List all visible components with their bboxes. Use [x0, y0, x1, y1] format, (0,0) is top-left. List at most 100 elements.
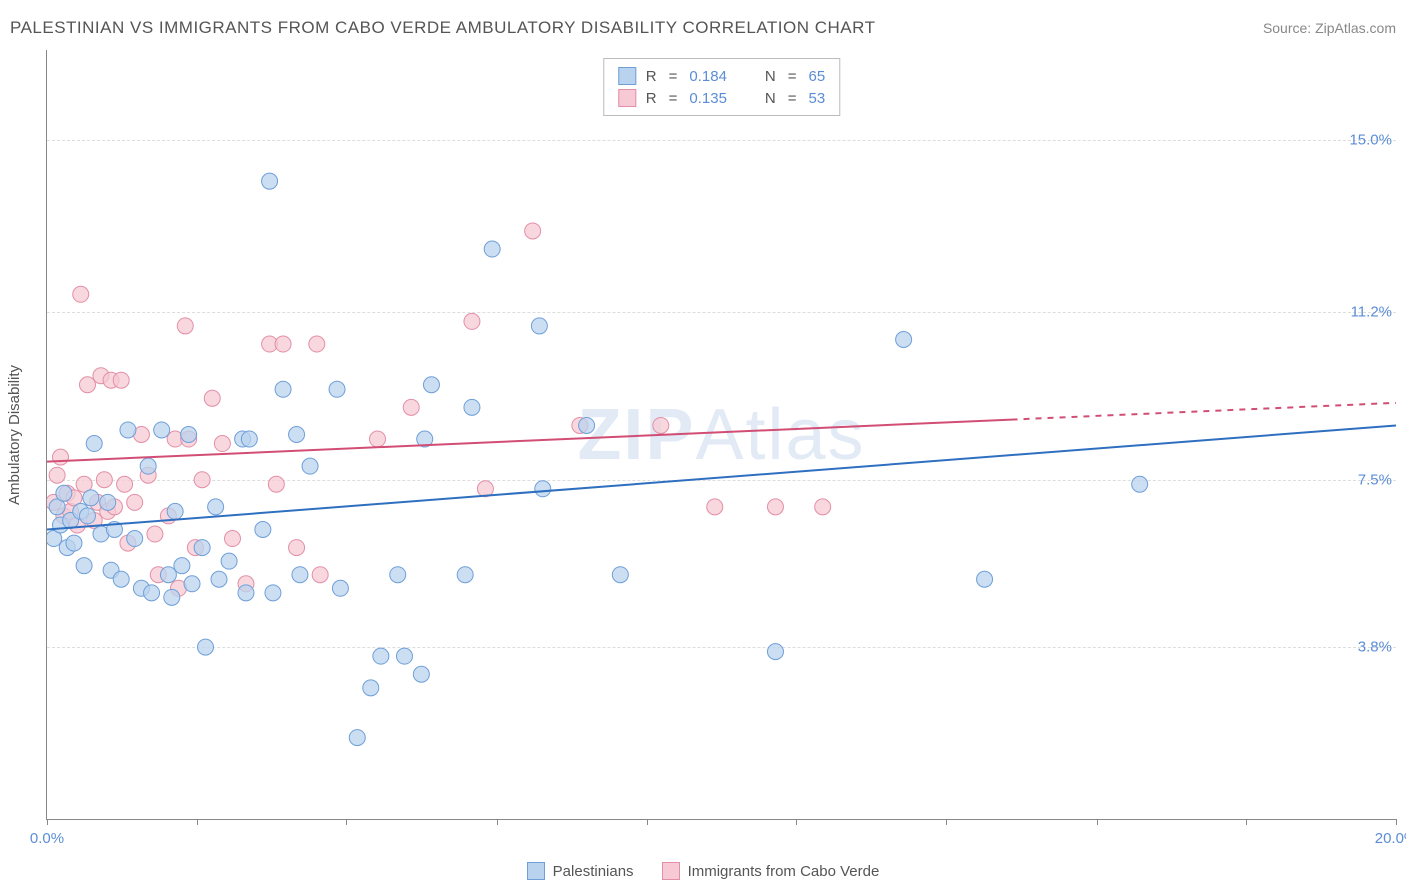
data-point: [977, 571, 993, 587]
title-bar: PALESTINIAN VS IMMIGRANTS FROM CABO VERD…: [10, 18, 1396, 38]
data-point: [120, 422, 136, 438]
x-axis-min-label: 0.0%: [30, 830, 64, 847]
data-point: [164, 589, 180, 605]
data-point: [167, 503, 183, 519]
x-tick: [796, 819, 797, 825]
data-point: [265, 585, 281, 601]
r-value-a: 0.184: [689, 68, 727, 85]
swatch-caboverde-icon: [662, 862, 680, 880]
data-point: [56, 485, 72, 501]
data-point: [211, 571, 227, 587]
n-value-b: 53: [809, 90, 826, 107]
data-point: [96, 472, 112, 488]
data-point: [204, 390, 220, 406]
data-point: [767, 644, 783, 660]
data-point: [194, 472, 210, 488]
data-point: [275, 381, 291, 397]
equals-sign: =: [669, 90, 678, 107]
data-point: [332, 580, 348, 596]
data-point: [238, 585, 254, 601]
data-point: [329, 381, 345, 397]
legend-item-palestinians: Palestinians: [527, 862, 634, 880]
data-point: [174, 558, 190, 574]
data-point: [289, 540, 305, 556]
data-point: [275, 336, 291, 352]
data-point: [464, 313, 480, 329]
n-value-a: 65: [809, 68, 826, 85]
data-point: [160, 567, 176, 583]
plot-area: ZIPAtlas R = 0.184 N = 65 R =: [46, 50, 1396, 820]
legend-label-a: Palestinians: [553, 863, 634, 880]
data-point: [113, 372, 129, 388]
data-point: [127, 531, 143, 547]
data-point: [289, 427, 305, 443]
data-point: [312, 567, 328, 583]
data-point: [127, 494, 143, 510]
data-point: [194, 540, 210, 556]
x-tick: [346, 819, 347, 825]
data-point: [349, 730, 365, 746]
data-point: [390, 567, 406, 583]
data-point: [464, 399, 480, 415]
data-point: [457, 567, 473, 583]
data-point: [86, 436, 102, 452]
source-label: Source: ZipAtlas.com: [1263, 20, 1396, 36]
data-point: [208, 499, 224, 515]
data-point: [147, 526, 163, 542]
data-point: [154, 422, 170, 438]
data-point: [113, 571, 129, 587]
data-point: [83, 490, 99, 506]
data-point: [144, 585, 160, 601]
data-point: [140, 458, 156, 474]
bottom-legend: Palestinians Immigrants from Cabo Verde: [0, 862, 1406, 880]
data-point: [707, 499, 723, 515]
x-tick: [647, 819, 648, 825]
data-point: [1132, 476, 1148, 492]
y-axis-title: Ambulatory Disability: [6, 365, 23, 505]
stats-legend-row-b: R = 0.135 N = 53: [618, 87, 825, 109]
equals-sign: =: [669, 68, 678, 85]
data-point: [79, 377, 95, 393]
data-point: [221, 553, 237, 569]
data-point: [309, 336, 325, 352]
x-tick: [1097, 819, 1098, 825]
data-point: [403, 399, 419, 415]
data-point: [49, 467, 65, 483]
legend-label-b: Immigrants from Cabo Verde: [688, 863, 880, 880]
data-point: [373, 648, 389, 664]
data-point: [52, 449, 68, 465]
equals-sign: =: [788, 68, 797, 85]
data-point: [79, 508, 95, 524]
data-point: [423, 377, 439, 393]
data-point: [100, 494, 116, 510]
stats-legend: R = 0.184 N = 65 R = 0.135 N = 53: [603, 58, 840, 116]
data-point: [262, 173, 278, 189]
legend-item-caboverde: Immigrants from Cabo Verde: [662, 862, 880, 880]
data-point: [535, 481, 551, 497]
data-point: [66, 535, 82, 551]
data-point: [653, 417, 669, 433]
x-tick: [197, 819, 198, 825]
y-tick-label: 11.2%: [1351, 304, 1392, 321]
data-point: [177, 318, 193, 334]
scatter-plot: [47, 50, 1396, 819]
data-point: [896, 332, 912, 348]
x-tick: [946, 819, 947, 825]
data-point: [198, 639, 214, 655]
data-point: [531, 318, 547, 334]
swatch-palestinians-icon: [618, 67, 636, 85]
data-point: [255, 521, 271, 537]
data-point: [370, 431, 386, 447]
data-point: [76, 558, 92, 574]
x-tick: [497, 819, 498, 825]
trend-line-extrapolated: [1012, 403, 1396, 420]
data-point: [363, 680, 379, 696]
r-value-b: 0.135: [689, 90, 727, 107]
equals-sign: =: [788, 90, 797, 107]
data-point: [413, 666, 429, 682]
data-point: [815, 499, 831, 515]
stats-legend-row-a: R = 0.184 N = 65: [618, 65, 825, 87]
swatch-palestinians-icon: [527, 862, 545, 880]
data-point: [767, 499, 783, 515]
data-point: [181, 427, 197, 443]
